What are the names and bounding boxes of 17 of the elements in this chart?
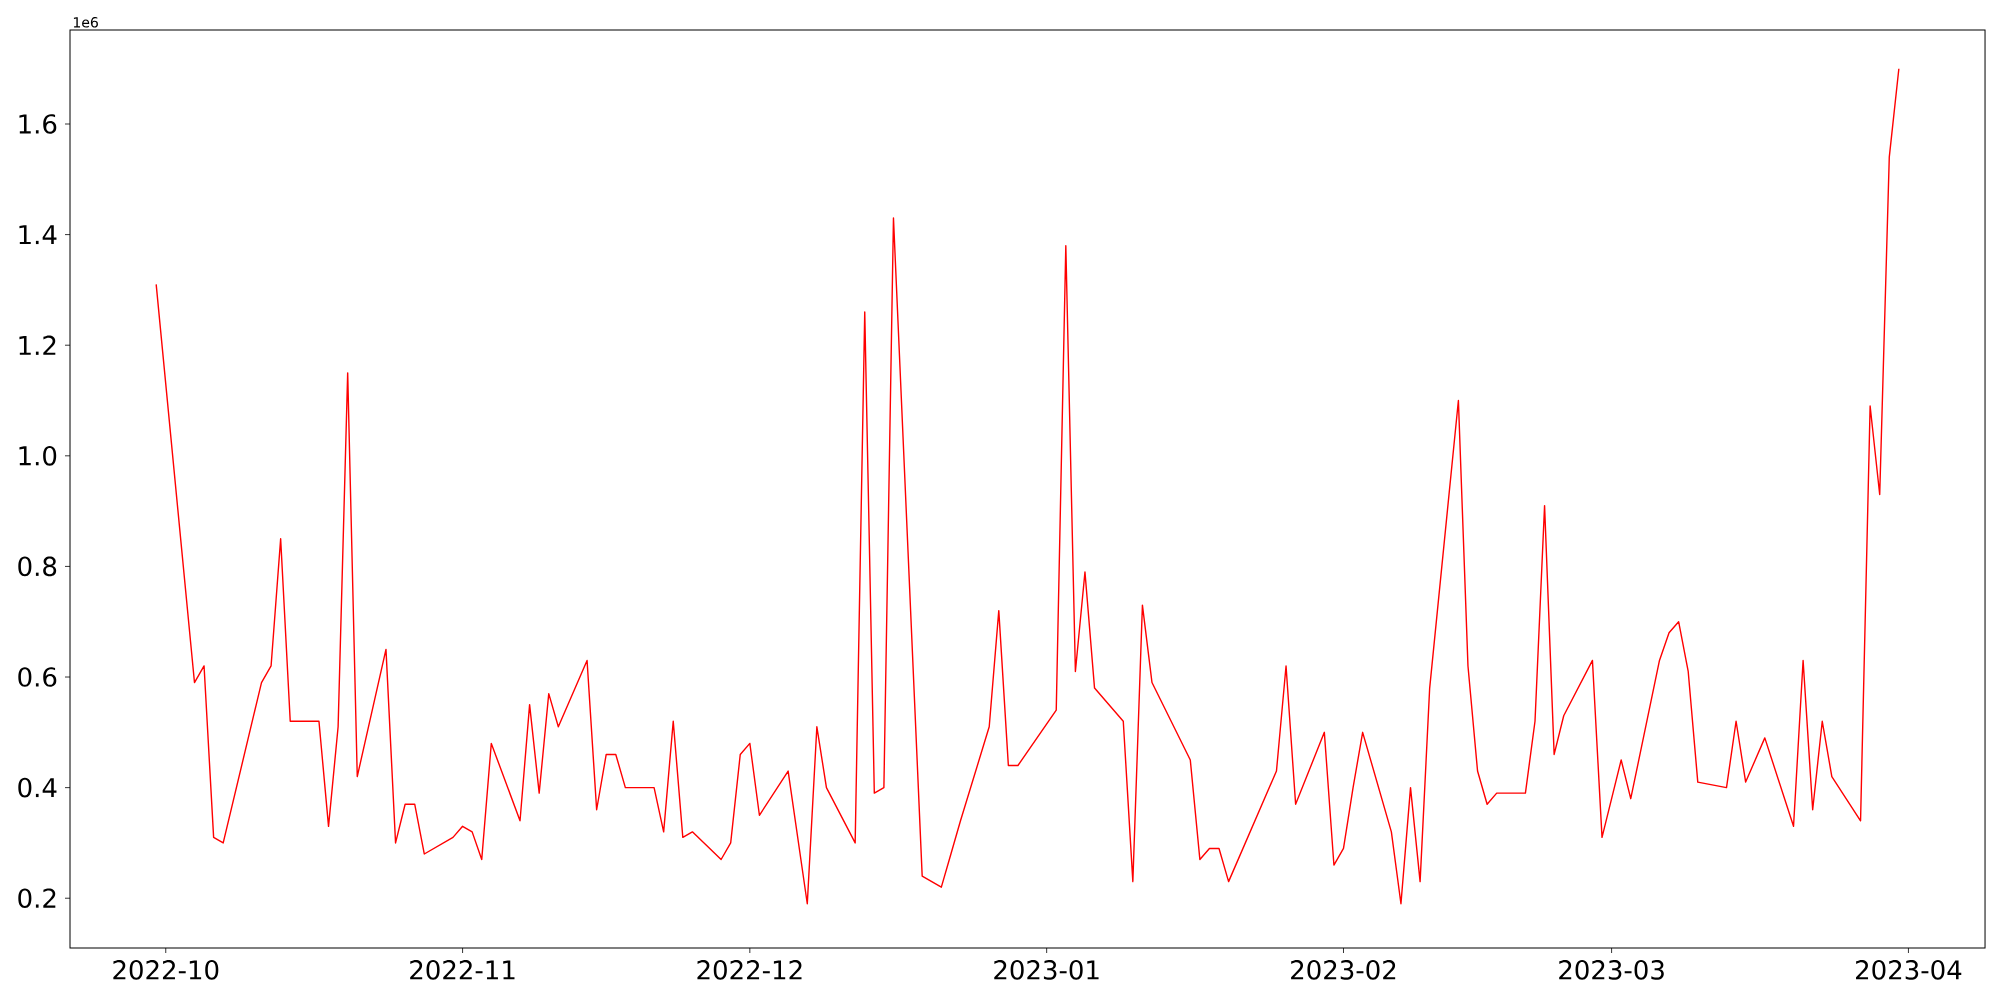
y-tick-label: 1.4 (19, 225, 57, 245)
y-tick-label: 0.8 (18, 556, 57, 577)
y-tick-label: 1.0 (19, 445, 57, 466)
y-tick-label: 1.2 (19, 335, 56, 355)
text: 1e6 (73, 17, 98, 28)
y-tick-label: 0.2 (18, 888, 56, 909)
y-tick-label: 0.4 (18, 777, 57, 798)
x-tick-label: 2022-11 (410, 960, 515, 980)
y-tick-label: 0.6 (18, 667, 57, 687)
line-series (155, 68, 1900, 905)
x-tick-label: 2023-02 (1291, 960, 1396, 980)
x-tick-label: 2022-10 (113, 960, 219, 980)
x-tick-label: 2023-03 (1559, 960, 1664, 980)
x-tick-label: 2023-01 (994, 960, 1099, 980)
y-tick-label: 1.6 (19, 114, 57, 134)
x-tick-label: 2023-04 (1856, 960, 1962, 980)
x-tick-label: 2022-12 (697, 960, 802, 980)
